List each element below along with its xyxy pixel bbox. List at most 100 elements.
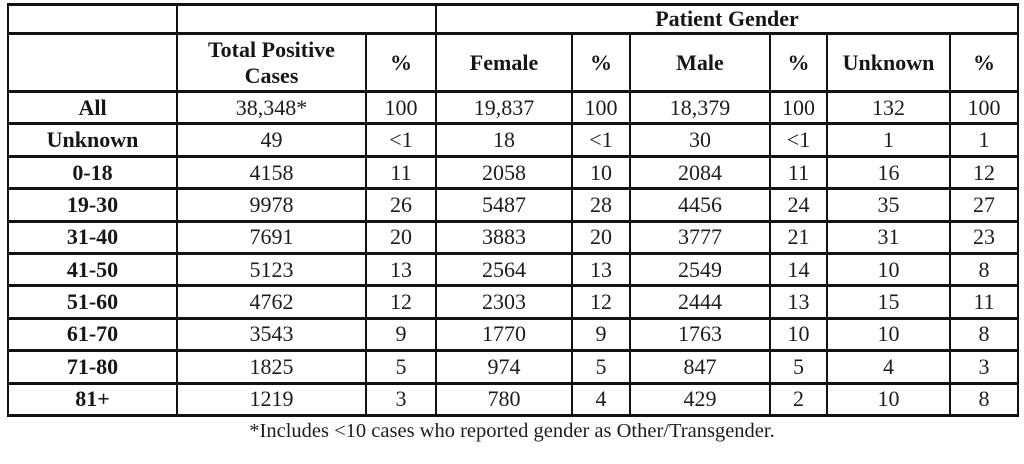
data-cell: 24 xyxy=(769,187,828,223)
data-cell: 2 xyxy=(769,382,828,417)
data-cell: 3 xyxy=(948,349,1020,385)
data-cell: 13 xyxy=(571,252,631,287)
data-cell: 9 xyxy=(365,317,437,352)
data-cell: 5 xyxy=(571,349,631,385)
column-header-row: Total Positive Cases % Female % Male % U… xyxy=(7,32,1020,93)
table-row: Unknown 49 <1 18 <1 30 <1 1 1 xyxy=(7,122,1020,158)
col-header-unknown: Unknown xyxy=(826,32,951,93)
data-cell: 5 xyxy=(365,349,437,385)
data-cell: 21 xyxy=(769,220,828,255)
data-cell: 9978 xyxy=(176,187,367,223)
table-row: 51-60 4762 12 2303 12 2444 13 15 11 xyxy=(7,284,1020,320)
patient-gender-table: Patient Gender Total Positive Cases % Fe… xyxy=(7,3,1020,417)
row-label: 51-60 xyxy=(7,284,178,320)
data-cell: 4762 xyxy=(176,284,367,320)
row-label: All xyxy=(7,90,178,125)
data-cell: 5 xyxy=(769,349,828,385)
table-row: 61-70 3543 9 1770 9 1763 10 10 8 xyxy=(7,317,1020,352)
blank-header-cell xyxy=(176,3,437,35)
data-cell: 15 xyxy=(826,284,951,320)
data-cell: 2303 xyxy=(435,284,573,320)
patient-gender-header: Patient Gender xyxy=(434,3,1020,35)
data-cell: 4456 xyxy=(629,187,771,223)
data-cell: 10 xyxy=(571,155,631,190)
data-cell: 2058 xyxy=(435,155,573,190)
data-cell: 19,837 xyxy=(435,90,573,125)
data-cell: 974 xyxy=(435,349,573,385)
data-cell: 12 xyxy=(948,155,1020,190)
data-cell: 23 xyxy=(948,220,1020,255)
data-cell: 132 xyxy=(826,90,951,125)
row-label: 19-30 xyxy=(7,187,178,223)
data-cell: 5123 xyxy=(176,252,367,287)
data-cell: 100 xyxy=(948,90,1020,125)
data-cell: 100 xyxy=(769,90,828,125)
table-row: 19-30 9978 26 5487 28 4456 24 35 27 xyxy=(7,187,1020,223)
data-cell: 2564 xyxy=(435,252,573,287)
data-cell: 1770 xyxy=(435,317,573,352)
table-footnote: *Includes <10 cases who reported gender … xyxy=(249,419,775,442)
data-cell: 8 xyxy=(948,382,1020,417)
col-header-female-pct: % xyxy=(571,32,631,93)
table-header: Patient Gender Total Positive Cases % Fe… xyxy=(7,3,1020,93)
data-cell: 1825 xyxy=(176,349,367,385)
data-cell: 11 xyxy=(948,284,1020,320)
table-row: 41-50 5123 13 2564 13 2549 14 10 8 xyxy=(7,252,1020,287)
data-cell: 8 xyxy=(948,317,1020,352)
data-cell: 3883 xyxy=(435,220,573,255)
data-cell: 38,348* xyxy=(176,90,367,125)
data-cell: 3777 xyxy=(629,220,771,255)
data-cell: 100 xyxy=(365,90,437,125)
col-header-row-label xyxy=(7,32,178,93)
data-cell: 5487 xyxy=(435,187,573,223)
data-cell: 1763 xyxy=(629,317,771,352)
blank-corner-cell xyxy=(7,3,178,35)
data-cell: 26 xyxy=(365,187,437,223)
data-cell: 2084 xyxy=(629,155,771,190)
data-cell: 1219 xyxy=(176,382,367,417)
data-cell: 11 xyxy=(365,155,437,190)
data-cell: 3543 xyxy=(176,317,367,352)
data-cell: 4158 xyxy=(176,155,367,190)
table-body: All 38,348* 100 19,837 100 18,379 100 132 100 Unk… xyxy=(7,90,1020,417)
data-cell: 429 xyxy=(629,382,771,417)
data-cell: 13 xyxy=(365,252,437,287)
data-cell: 780 xyxy=(435,382,573,417)
data-cell: 27 xyxy=(948,187,1020,223)
data-cell: 8 xyxy=(948,252,1020,287)
data-cell: 1 xyxy=(826,122,951,158)
table-row: 71-80 1825 5 974 5 847 5 4 3 xyxy=(7,349,1020,385)
data-cell: 9 xyxy=(571,317,631,352)
row-label: Unknown xyxy=(7,122,178,158)
data-cell: 1 xyxy=(948,122,1020,158)
row-label: 31-40 xyxy=(7,220,178,255)
data-cell: 28 xyxy=(571,187,631,223)
data-cell: 49 xyxy=(176,122,367,158)
data-cell: 31 xyxy=(826,220,951,255)
row-label: 0-18 xyxy=(7,155,178,190)
data-cell: 18,379 xyxy=(629,90,771,125)
data-cell: 35 xyxy=(826,187,951,223)
data-cell: 2444 xyxy=(629,284,771,320)
row-label: 41-50 xyxy=(7,252,178,287)
data-cell: 20 xyxy=(365,220,437,255)
top-header-row: Patient Gender xyxy=(7,3,1020,35)
col-header-male-pct: % xyxy=(769,32,828,93)
table-row: 81+ 1219 3 780 4 429 2 10 8 xyxy=(7,382,1020,417)
data-cell: 16 xyxy=(826,155,951,190)
data-cell: 30 xyxy=(629,122,771,158)
data-cell: 4 xyxy=(571,382,631,417)
col-header-total-positive-cases: Total Positive Cases xyxy=(176,32,367,93)
data-cell: 847 xyxy=(629,349,771,385)
table-row: 31-40 7691 20 3883 20 3777 21 31 23 xyxy=(7,220,1020,255)
col-header-male: Male xyxy=(629,32,771,93)
data-cell: 7691 xyxy=(176,220,367,255)
row-label: 81+ xyxy=(7,382,178,417)
data-cell: 18 xyxy=(435,122,573,158)
data-cell: 10 xyxy=(826,252,951,287)
table-row: All 38,348* 100 19,837 100 18,379 100 132 100 xyxy=(7,90,1020,125)
col-header-unknown-pct: % xyxy=(948,32,1020,93)
data-cell: 11 xyxy=(769,155,828,190)
data-cell: 20 xyxy=(571,220,631,255)
